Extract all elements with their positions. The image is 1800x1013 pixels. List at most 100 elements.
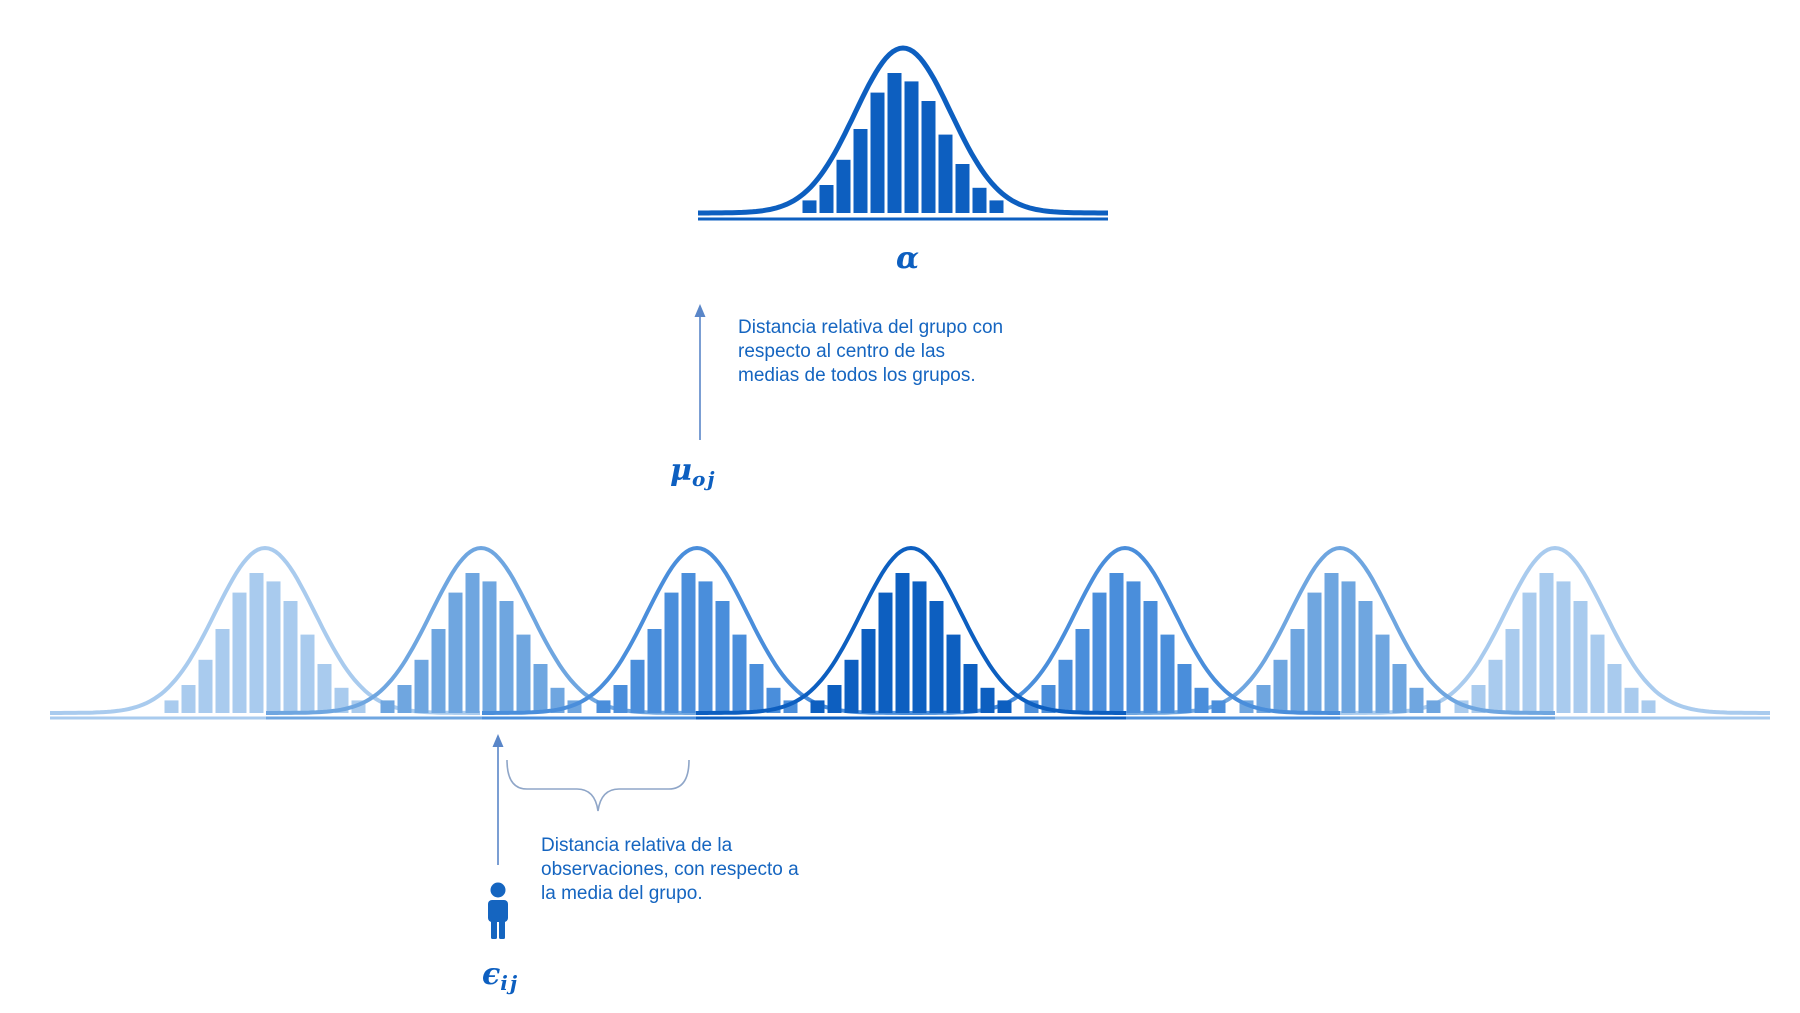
group-distribution-4-bar	[827, 685, 842, 713]
group-distribution-2-bar	[380, 700, 395, 713]
group-distribution-5-bar	[1211, 700, 1226, 713]
group-distribution-1-bar	[317, 664, 332, 713]
top-distribution	[698, 45, 1108, 221]
group-distribution-2-bar	[533, 664, 548, 713]
group-distribution-5-bar	[1109, 573, 1124, 713]
curly-brace	[506, 759, 690, 812]
top-distribution-bar	[972, 187, 987, 213]
top-distribution-bar	[921, 101, 936, 213]
observation-distance-arrow	[492, 734, 504, 865]
group-distribution-4-bar	[929, 601, 944, 713]
group-distribution-3-bar	[664, 592, 679, 713]
group-distribution-1-bar	[249, 573, 264, 713]
group-distribution-5-bar	[1194, 687, 1209, 713]
group-distribution-1-bar	[334, 687, 349, 713]
top-distribution-bar	[938, 134, 953, 213]
group-distribution-2-bar	[516, 634, 531, 713]
group-distribution-6-bar	[1290, 629, 1305, 713]
group-distribution-3-bar	[630, 659, 645, 713]
group-distribution-4-bar	[810, 700, 825, 713]
group-distribution-7-bar	[1539, 573, 1554, 713]
group-distribution-5-bar	[1075, 629, 1090, 713]
top-distribution-bar	[853, 129, 868, 213]
group-distributions	[50, 545, 1770, 720]
group-distribution-1-bar	[283, 601, 298, 713]
group-distribution-3-bar	[698, 581, 713, 713]
group-distribution-2-bar	[414, 659, 429, 713]
group-distribution-1-bar	[300, 634, 315, 713]
group-distribution-5-bar	[1160, 634, 1175, 713]
group-distribution-6-bar	[1324, 573, 1339, 713]
group-distribution-2-bar	[397, 685, 412, 713]
top-distribution-bar	[819, 185, 834, 213]
top-distribution-bar	[887, 73, 902, 213]
group-distribution-6-bar	[1392, 664, 1407, 713]
group-distribution-4-bar	[912, 581, 927, 713]
group-distribution-5-bar	[1143, 601, 1158, 713]
group-distribution-7-bar	[1556, 581, 1571, 713]
group-distribution-5-bar	[1126, 581, 1141, 713]
group-distribution-4-bar	[963, 664, 978, 713]
group-distribution-2-bar	[550, 687, 565, 713]
observation-distance-text: Distancia relativa de la observaciones, …	[541, 835, 799, 904]
group-distribution-6-bar	[1307, 592, 1322, 713]
group-distribution-3-bar	[596, 700, 611, 713]
group-distribution-7-bar	[1607, 664, 1622, 713]
group-distribution-4-bar	[980, 687, 995, 713]
top-distribution-bar	[955, 164, 970, 213]
mu-subscript: oj	[691, 467, 717, 491]
group-distribution-1-bar	[266, 581, 281, 713]
group-distribution-3-bar	[681, 573, 696, 713]
group-distribution-1-bar	[181, 685, 196, 713]
group-distribution-1-bar	[215, 629, 230, 713]
group-distribution-7-bar	[1590, 634, 1605, 713]
group-distribution-4-bar	[895, 573, 910, 713]
person-icon	[488, 882, 508, 939]
group-distribution-5-bar	[1058, 659, 1073, 713]
epsilon-subscript: ij	[500, 971, 520, 995]
group-distribution-6-bar	[1256, 685, 1271, 713]
group-distance-text: Distancia relativa del grupo con respect…	[738, 317, 1004, 386]
group-distribution-2-bar	[499, 601, 514, 713]
group-distribution-6-bar	[1341, 581, 1356, 713]
top-distribution	[698, 45, 1108, 221]
group-distribution-2-bar	[448, 592, 463, 713]
epsilon-ij-label: ϵij	[482, 960, 519, 998]
group-distribution-5-bar	[1092, 592, 1107, 713]
group-distribution-3-bar	[715, 601, 730, 713]
mu-oj-label: μoj	[670, 456, 717, 494]
top-distribution-bar	[802, 200, 817, 213]
mu-symbol: μ	[670, 453, 692, 488]
group-distribution-7	[1340, 545, 1770, 720]
group-distribution-6-bar	[1426, 700, 1441, 713]
group-distribution-3-bar	[749, 664, 764, 713]
group-distribution-1-bar	[198, 659, 213, 713]
group-distance-arrow	[694, 304, 706, 440]
group-distribution-4	[696, 545, 1126, 720]
group-distribution-7-bar	[1573, 601, 1588, 713]
top-distribution-bar	[836, 159, 851, 213]
top-distribution-bar	[989, 200, 1004, 213]
group-distribution-2-bar	[482, 581, 497, 713]
group-distribution-7-bar	[1641, 700, 1656, 713]
epsilon-symbol: ϵ	[482, 957, 501, 992]
group-distribution-4-bar	[946, 634, 961, 713]
group-distribution-4-bar	[861, 629, 876, 713]
top-distribution-curve	[698, 45, 1108, 216]
group-distribution-2-bar	[431, 629, 446, 713]
top-distribution-bar	[904, 81, 919, 214]
group-distribution-4-bar	[997, 700, 1012, 713]
group-distribution-7-bar	[1522, 592, 1537, 713]
group-distribution-1-bar	[164, 700, 179, 713]
group-distribution-4-curve	[696, 545, 1126, 715]
group-distribution-5-bar	[1177, 664, 1192, 713]
group-distribution-6-bar	[1409, 687, 1424, 713]
group-distribution-7-bar	[1505, 629, 1520, 713]
group-distribution-4-bar	[878, 592, 893, 713]
group-distribution-7-bar	[1488, 659, 1503, 713]
group-distribution-7-bar	[1471, 685, 1486, 713]
group-distribution-6-bar	[1358, 601, 1373, 713]
group-distribution-6-bar	[1273, 659, 1288, 713]
group-distribution-5-bar	[1041, 685, 1056, 713]
top-distribution-bar	[870, 92, 885, 213]
